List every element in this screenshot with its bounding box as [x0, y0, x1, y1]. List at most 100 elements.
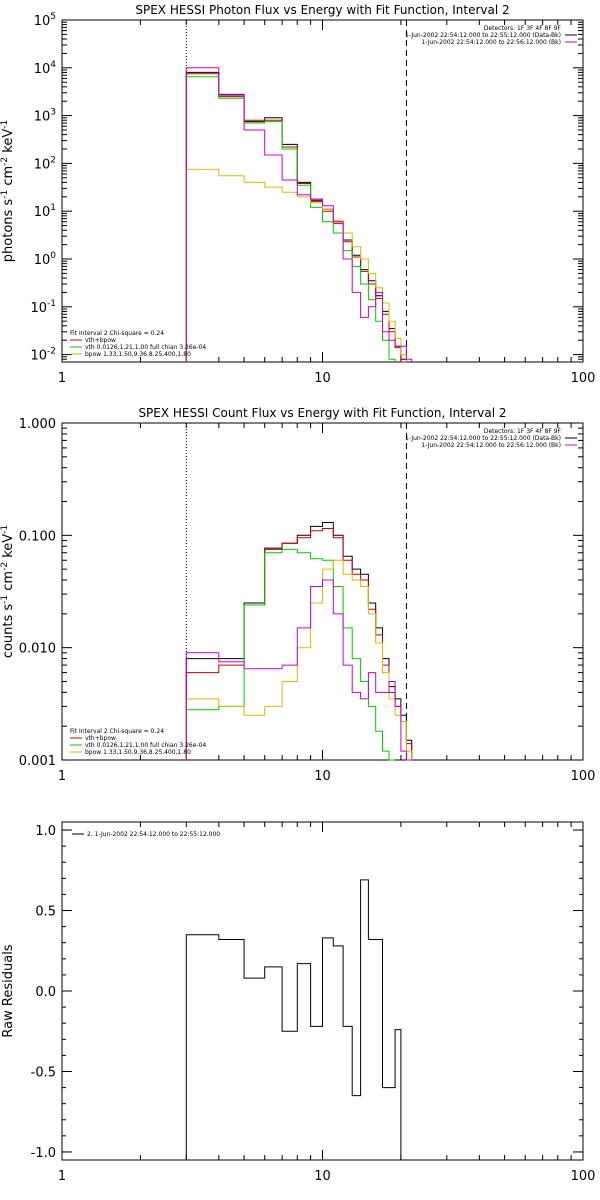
y-label-exponent: -1 [0, 120, 10, 129]
x-tick-label: 100 [571, 1169, 596, 1184]
y-tick-exponent: -1 [47, 299, 56, 309]
y-axis-label: Raw Residuals [1, 944, 16, 1037]
y-tick-label: 103 [34, 108, 56, 125]
legend-entry: vth+bpow [85, 337, 116, 344]
legend-entry: bpow 1.33,1.50,9.36,8.25,400,1.80 [85, 749, 191, 756]
y-tick-base: 0.100 [19, 529, 56, 544]
y-tick-label: 0.001 [19, 754, 56, 769]
y-label-text: keV [1, 129, 16, 157]
y-axis-label: counts s-1 cm-2 keV-1 [0, 525, 16, 658]
legend-entry: Detectors: 1F 3F 4F 8F 9F [484, 428, 562, 435]
x-tick-label: 100 [571, 371, 596, 386]
series-histogram-1 [185, 879, 402, 1160]
y-tick-base: 10 [34, 14, 51, 29]
legend-entry: 1-Jun-2002 22:54:12.000 to 22:56:12.000 … [421, 39, 561, 46]
legend-entry: Fit Interval 2 Chi-square = 0.24 [70, 728, 164, 735]
y-label-exponent: -2 [0, 157, 10, 166]
y-tick-label: 10-2 [30, 347, 56, 364]
legend-entry: vth 0.0126,1.21,1.00 full chian 3.26e-04 [85, 742, 206, 749]
y-tick-base: 1.000 [19, 417, 56, 432]
series-histogram-2 [185, 73, 407, 363]
x-tick-label: 10 [314, 371, 331, 386]
y-tick-label: -0.5 [31, 1065, 56, 1080]
y-label-text: cm [1, 571, 16, 595]
x-tick-label: 100 [571, 769, 596, 784]
y-axis-label: photons s-1 cm-2 keV-1 [0, 120, 16, 262]
legend-entry: vth 0.0126,1.21,1.00 full chian 3.26e-04 [85, 344, 206, 351]
y-tick-label: 0.5 [35, 905, 56, 920]
series-histogram-3 [185, 76, 396, 362]
y-label-text: photons s [1, 199, 16, 263]
y-tick-exponent: 5 [50, 12, 56, 22]
y-tick-base: 0.0 [35, 985, 56, 1000]
y-tick-base: 0.5 [35, 905, 56, 920]
y-label-exponent: -1 [0, 595, 10, 604]
y-label-exponent: -1 [0, 525, 10, 534]
x-tick-label: 10 [314, 769, 331, 784]
y-tick-base: 1.0 [35, 824, 56, 839]
series-histogram-4 [185, 559, 413, 760]
legend-entry: 1-Jun-2002 22:54:12.000 to 22:55:12.000 … [405, 32, 561, 39]
x-tick-label: 1 [58, 769, 66, 784]
legend-entry: 1-Jun-2002 22:54:12.000 to 22:56:12.000 … [421, 442, 561, 449]
y-tick-label: 102 [34, 155, 56, 172]
y-tick-label: 100 [34, 251, 57, 268]
legend-entry: Fit Interval 2 Chi-square = 0.24 [70, 330, 164, 337]
series-histogram-5 [185, 579, 412, 761]
y-tick-label: 104 [34, 60, 57, 77]
y-tick-label: 105 [34, 12, 56, 29]
y-tick-label: -1.0 [31, 1146, 56, 1161]
y-tick-exponent: 0 [50, 251, 56, 261]
legend-entry: bpow 1.33,1.50,9.36,8.25,400,1.80 [85, 351, 191, 358]
y-tick-base: 10 [34, 205, 51, 220]
x-tick-label: 1 [58, 1169, 66, 1184]
y-tick-label: 0.100 [19, 529, 56, 544]
y-label-text: cm [1, 166, 16, 190]
y-tick-base: 10 [34, 157, 51, 172]
y-tick-base: 10 [34, 62, 51, 77]
chart-panel-1: SPEX HESSI Photon Flux vs Energy with Fi… [0, 3, 595, 386]
y-tick-label: 10-1 [30, 299, 56, 316]
series-histogram-4 [185, 168, 407, 362]
legend-entry: 1-Jun-2002 22:54:12.000 to 22:55:12.000 … [405, 435, 561, 442]
y-label-text: Raw Residuals [1, 944, 16, 1037]
y-tick-exponent: 2 [50, 155, 56, 165]
legend-entry: 2. 1-Jun-2002 22:54:12.000 to 22:55:12.0… [87, 831, 220, 838]
y-tick-label: 0.010 [19, 642, 56, 657]
y-tick-base: 10 [34, 253, 51, 268]
series-histogram-3 [185, 548, 396, 761]
y-tick-base: -1.0 [31, 1146, 56, 1161]
y-label-exponent: -2 [0, 562, 10, 571]
chart-panel-2: SPEX HESSI Count Flux vs Energy with Fit… [0, 406, 595, 784]
y-label-text: keV [1, 534, 16, 562]
chart-title: SPEX HESSI Photon Flux vs Energy with Fi… [135, 3, 509, 17]
chart-title: SPEX HESSI Count Flux vs Energy with Fit… [138, 406, 506, 420]
y-tick-label: 1.000 [19, 417, 56, 432]
plot-frame [61, 19, 584, 363]
y-tick-base: 10 [34, 110, 51, 125]
legend-entry: vth+bpow [85, 735, 116, 742]
x-tick-label: 10 [314, 1169, 331, 1184]
y-tick-label: 0.0 [35, 985, 56, 1000]
legend-entry: Detectors: 1F 3F 4F 8F 9F [484, 25, 562, 32]
y-tick-base: 10 [30, 301, 47, 316]
x-tick-label: 1 [58, 371, 66, 386]
y-tick-base: 10 [30, 349, 47, 364]
y-label-text: counts s [1, 604, 16, 659]
series-histogram-1 [185, 522, 413, 760]
series-histogram-1 [185, 71, 407, 362]
y-tick-label: 1.0 [35, 824, 56, 839]
y-tick-base: 0.010 [19, 642, 56, 657]
y-tick-base: -0.5 [31, 1065, 56, 1080]
series-histogram-5 [185, 67, 413, 362]
y-tick-exponent: 3 [50, 108, 56, 118]
y-tick-exponent: 4 [50, 60, 56, 70]
chart-panel-3: 1 10 100 -1.0 -0.5 0.0 0.5 1.0 Raw Residuals 2. 1… [1, 821, 596, 1184]
y-tick-label: 101 [34, 203, 56, 220]
series-histogram-2 [185, 528, 413, 760]
y-tick-exponent: -2 [47, 347, 56, 357]
y-label-exponent: -1 [0, 190, 10, 199]
y-tick-base: 0.001 [19, 754, 56, 769]
y-tick-exponent: 1 [50, 203, 56, 213]
